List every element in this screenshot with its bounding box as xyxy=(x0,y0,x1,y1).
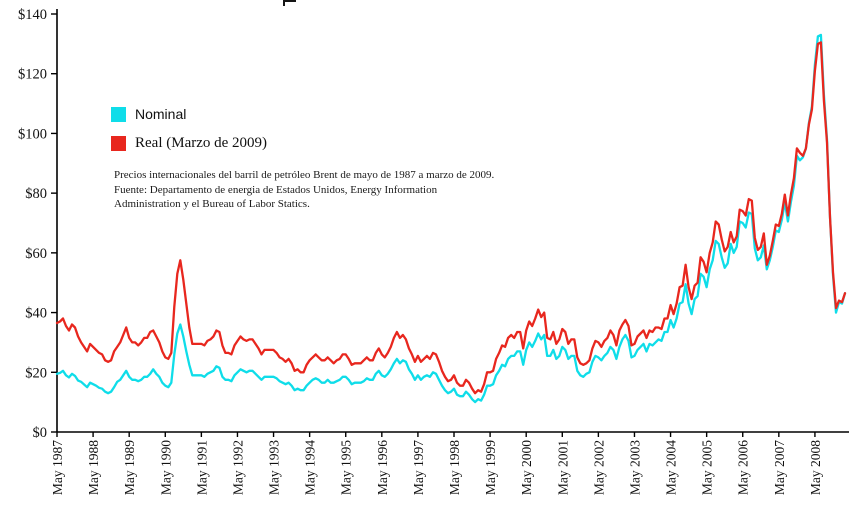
x-tick-label: May 1993 xyxy=(267,440,282,495)
chart-source-caption: Precios internacionales del barril de pe… xyxy=(114,168,494,212)
nominal-price-line xyxy=(55,33,847,404)
x-tick-label: May 1991 xyxy=(194,440,209,495)
legend-item-nominal: Nominal xyxy=(111,106,267,122)
x-tick-label: May 2007 xyxy=(772,440,787,495)
real-price-line xyxy=(55,41,847,395)
x-tick-label: May 1988 xyxy=(86,440,101,495)
x-tick-label: May 1992 xyxy=(230,440,245,495)
x-tick-label: May 2004 xyxy=(664,440,679,495)
x-tick-label: May 2003 xyxy=(627,440,642,495)
y-tick-label: $100 xyxy=(18,126,47,142)
y-tick-label: $60 xyxy=(25,246,47,262)
caption-line-3: Administration y el Bureau of Labor Stat… xyxy=(114,198,310,210)
x-tick-label: May 1998 xyxy=(447,440,462,495)
caption-line-1: Precios internacionales del barril de pe… xyxy=(114,169,495,181)
x-tick-label: May 1996 xyxy=(375,440,390,495)
x-tick-label: May 2002 xyxy=(591,440,606,495)
legend-label-real: Real (Marzo de 2009) xyxy=(135,135,268,151)
real-color-swatch xyxy=(111,136,126,151)
cropped-title-artifact xyxy=(283,0,296,6)
x-tick-label: May 2006 xyxy=(736,440,751,495)
x-tick-label: May 2005 xyxy=(700,440,715,495)
x-tick-label: May 1997 xyxy=(411,440,426,495)
chart-legend: Nominal Real (Marzo de 2009) xyxy=(111,106,267,165)
x-tick-label: May 2000 xyxy=(519,440,534,495)
x-tick-label: May 2001 xyxy=(555,440,570,495)
x-tick-label: May 1999 xyxy=(483,440,498,495)
y-tick-label: $140 xyxy=(18,7,47,23)
y-tick-label: $80 xyxy=(25,186,47,202)
legend-item-real: Real (Marzo de 2009) xyxy=(111,135,267,152)
x-tick-label: May 1995 xyxy=(339,440,354,495)
x-tick-label: May 1987 xyxy=(50,440,65,495)
nominal-color-swatch xyxy=(111,106,126,122)
y-tick-label: $0 xyxy=(33,425,48,441)
legend-label-nominal: Nominal xyxy=(135,106,187,122)
y-tick-label: $120 xyxy=(18,67,47,83)
x-tick-label: May 2008 xyxy=(808,440,823,495)
caption-line-2: Fuente: Departamento de energia de Estad… xyxy=(114,183,438,196)
x-tick-label: May 1994 xyxy=(303,440,318,495)
y-tick-label: $40 xyxy=(25,306,47,322)
y-tick-label: $20 xyxy=(25,365,47,381)
x-tick-label: May 1989 xyxy=(122,440,137,495)
x-tick-label: May 1990 xyxy=(158,440,173,495)
